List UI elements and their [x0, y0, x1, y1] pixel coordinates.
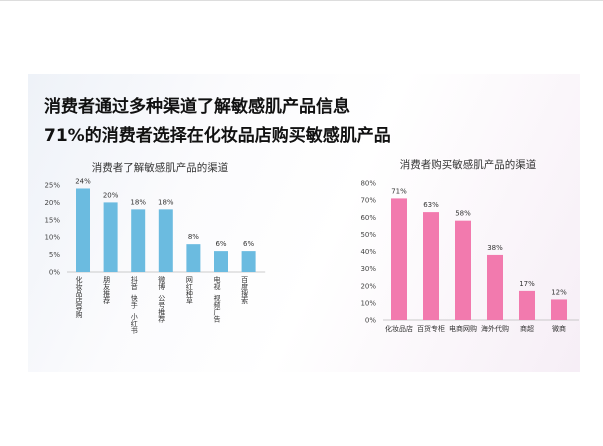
y-tick-label: 20% — [44, 199, 60, 207]
bar — [131, 209, 146, 272]
y-tick-label: 30% — [360, 265, 376, 273]
chart-title: 消费者了解敏感肌产品的渠道 — [92, 161, 229, 174]
category-label: 朋友推荐 — [102, 276, 111, 304]
y-tick-label: 60% — [360, 214, 376, 222]
bar — [103, 202, 118, 272]
bar — [158, 209, 173, 272]
category-label: 百货专柜 — [417, 325, 445, 333]
data-label: 18% — [158, 198, 174, 206]
y-tick-label: 50% — [360, 231, 376, 239]
data-label: 6% — [215, 240, 226, 248]
bar — [487, 254, 503, 320]
category-label: 网红种草 — [185, 276, 194, 304]
data-label: 71% — [391, 187, 407, 195]
bar — [186, 244, 201, 272]
y-tick-label: 15% — [44, 216, 60, 224]
category-label: 百度搜索 — [240, 276, 249, 304]
bar — [241, 251, 256, 272]
y-tick-label: 0% — [365, 317, 376, 325]
data-label: 24% — [75, 177, 91, 185]
data-label: 20% — [103, 191, 119, 199]
headline-line1: 消费者通过多种渠道了解敏感肌产品信息 — [44, 97, 350, 117]
bar — [455, 220, 471, 320]
y-tick-label: 0% — [49, 269, 60, 277]
headline-line2: 71%的消费者选择在化妆品店购买敏感肌产品 — [44, 126, 391, 146]
category-label: 电商网购 — [449, 325, 477, 333]
y-tick-label: 80% — [360, 180, 376, 188]
bar — [214, 251, 228, 272]
category-label: 抖音 快手 小红书 — [130, 276, 139, 334]
category-label: 微博 公号推荐 — [157, 276, 166, 323]
bar — [519, 290, 535, 320]
data-label: 6% — [243, 240, 254, 248]
data-label: 17% — [519, 280, 535, 288]
category-label: 化妆品店导购 — [75, 276, 83, 318]
y-tick-label: 10% — [360, 299, 376, 307]
top-border — [0, 0, 603, 1]
category-label: 化妆品店 — [385, 325, 413, 333]
y-tick-label: 5% — [49, 251, 60, 259]
category-label: 电视 视频广告 — [213, 276, 221, 323]
y-tick-label: 20% — [360, 282, 376, 290]
bar — [391, 198, 407, 320]
slide-card — [28, 74, 580, 372]
category-label: 海外代购 — [481, 325, 509, 333]
data-label: 63% — [423, 201, 439, 209]
data-label: 12% — [551, 288, 567, 296]
bar — [76, 188, 90, 272]
bar — [423, 212, 439, 320]
bar — [551, 299, 567, 320]
chart-title: 消费者购买敏感肌产品的渠道 — [400, 158, 537, 171]
y-tick-label: 10% — [44, 234, 60, 242]
category-label: 微商 — [552, 325, 566, 333]
data-label: 18% — [130, 198, 146, 206]
category-label: 商超 — [520, 325, 534, 333]
y-tick-label: 70% — [360, 197, 376, 205]
data-label: 58% — [455, 210, 471, 218]
data-label: 8% — [188, 233, 199, 241]
data-label: 38% — [487, 244, 503, 252]
y-tick-label: 40% — [360, 248, 376, 256]
y-tick-label: 25% — [44, 182, 60, 190]
